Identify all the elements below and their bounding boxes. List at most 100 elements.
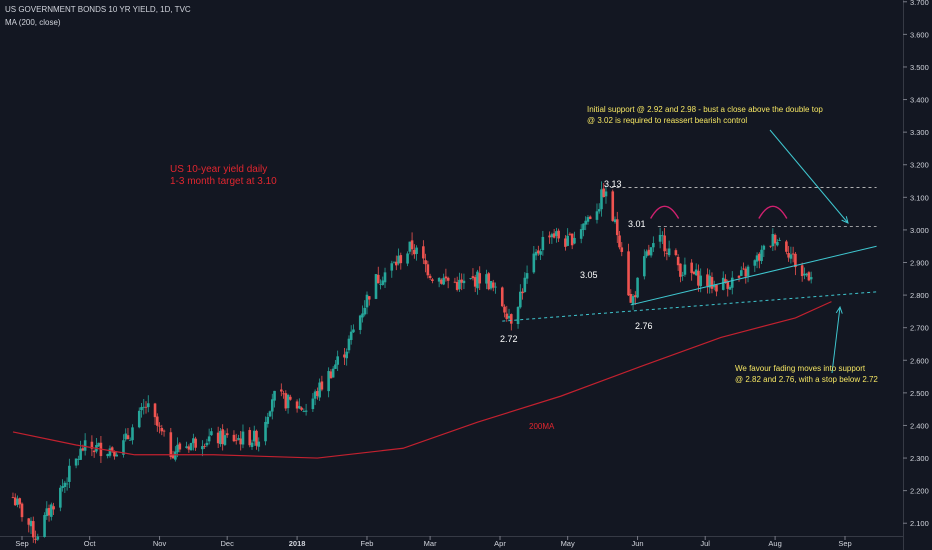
x-tick-label: 2018 bbox=[289, 539, 306, 548]
candle-body bbox=[413, 249, 416, 255]
candle-body bbox=[192, 438, 195, 444]
candle-body bbox=[381, 280, 385, 285]
candle-body bbox=[327, 371, 330, 392]
candle-body bbox=[239, 438, 243, 445]
candle-body bbox=[550, 234, 554, 238]
candle-body bbox=[521, 291, 524, 294]
level-label-301: 3.01 bbox=[628, 219, 646, 229]
candle-body bbox=[392, 261, 396, 263]
candle-body bbox=[318, 382, 321, 398]
candle-body bbox=[363, 307, 367, 315]
candle-body bbox=[667, 248, 671, 256]
chart-title: US GOVERNMENT BONDS 10 YR YIELD, 1D, TVC bbox=[5, 5, 191, 14]
candle-body bbox=[59, 487, 62, 508]
candle-body bbox=[728, 286, 732, 290]
fade-arrow-head bbox=[835, 305, 843, 314]
candle-body bbox=[458, 279, 461, 290]
y-tick-label: 3.600 bbox=[910, 30, 929, 39]
candle-body bbox=[178, 443, 182, 450]
candle-body bbox=[446, 277, 450, 281]
candle-body bbox=[803, 273, 806, 276]
candle-body bbox=[548, 235, 551, 238]
candle-body bbox=[455, 282, 459, 290]
x-tick-label: May bbox=[561, 539, 575, 548]
candle-body bbox=[216, 432, 220, 444]
candle-body bbox=[469, 278, 473, 279]
candle-body bbox=[588, 216, 592, 219]
candle-body bbox=[694, 269, 698, 276]
candle-body bbox=[494, 286, 497, 288]
candle-body bbox=[557, 230, 560, 239]
candle-body bbox=[77, 458, 80, 460]
candle-body bbox=[516, 307, 520, 324]
candle-body bbox=[645, 251, 648, 257]
candle-body bbox=[43, 515, 46, 538]
candle-body bbox=[758, 253, 761, 261]
candle-body bbox=[661, 235, 664, 237]
candle-body bbox=[169, 432, 173, 457]
candle-body bbox=[280, 389, 283, 392]
candle-body bbox=[807, 272, 811, 281]
candle-body bbox=[106, 454, 109, 457]
candle-body bbox=[286, 394, 290, 409]
candle-body bbox=[367, 296, 371, 300]
candle-body bbox=[800, 265, 804, 277]
candle-body bbox=[406, 253, 409, 264]
candle-body bbox=[442, 277, 445, 285]
candle-body bbox=[185, 446, 188, 448]
candle-body bbox=[597, 209, 601, 212]
candle-body bbox=[428, 275, 432, 279]
candle-body bbox=[519, 291, 522, 308]
candle-body bbox=[586, 217, 590, 222]
x-tick-label: Sep bbox=[15, 539, 28, 548]
x-tick-label: Dec bbox=[221, 539, 235, 548]
candle-body bbox=[13, 497, 17, 506]
candle-body bbox=[83, 440, 87, 451]
lower-support-line bbox=[502, 291, 877, 322]
candle-body bbox=[473, 277, 477, 287]
candle-body bbox=[18, 498, 22, 505]
candle-body bbox=[336, 356, 339, 365]
candle-body bbox=[264, 421, 267, 442]
candle-body bbox=[570, 233, 574, 246]
candle-body bbox=[110, 447, 114, 452]
candle-body bbox=[162, 430, 166, 432]
y-tick-label: 2.200 bbox=[910, 487, 929, 496]
candle-body bbox=[201, 446, 204, 450]
candle-body bbox=[532, 253, 536, 273]
x-tick-label: Sep bbox=[838, 539, 851, 548]
candle-body bbox=[153, 403, 157, 418]
candle-body bbox=[302, 411, 306, 412]
y-tick-label: 3.100 bbox=[910, 193, 929, 202]
x-tick-label: Oct bbox=[84, 539, 97, 548]
price-axis-bg bbox=[903, 0, 932, 550]
candle-body bbox=[289, 396, 292, 400]
candle-body bbox=[74, 458, 78, 466]
level-label-276: 2.76 bbox=[635, 321, 653, 331]
support-note-line-2: @ 3.02 is required to reassert bearish c… bbox=[587, 116, 747, 125]
candle-body bbox=[334, 364, 337, 369]
double-top-arc bbox=[650, 205, 680, 219]
candle-body bbox=[634, 295, 637, 298]
level-label-305: 3.05 bbox=[580, 270, 598, 280]
y-tick-label: 2.700 bbox=[910, 324, 929, 333]
candle-body bbox=[509, 314, 513, 324]
candle-body bbox=[537, 250, 540, 254]
candle-body bbox=[113, 451, 116, 457]
candle-body bbox=[794, 253, 797, 268]
candle-body bbox=[234, 439, 238, 441]
candle-body bbox=[595, 211, 599, 220]
candle-body bbox=[611, 191, 615, 221]
candle-body bbox=[485, 274, 488, 284]
y-tick-label: 2.600 bbox=[910, 356, 929, 365]
candle-body bbox=[295, 401, 299, 409]
candle-body bbox=[424, 260, 427, 265]
y-tick-label: 3.400 bbox=[910, 96, 929, 105]
y-tick-label: 3.000 bbox=[910, 226, 929, 235]
candle-body bbox=[347, 338, 351, 351]
candle-body bbox=[223, 435, 227, 445]
candle-body bbox=[674, 250, 678, 256]
candle-body bbox=[444, 276, 448, 279]
candle-body bbox=[431, 279, 434, 281]
